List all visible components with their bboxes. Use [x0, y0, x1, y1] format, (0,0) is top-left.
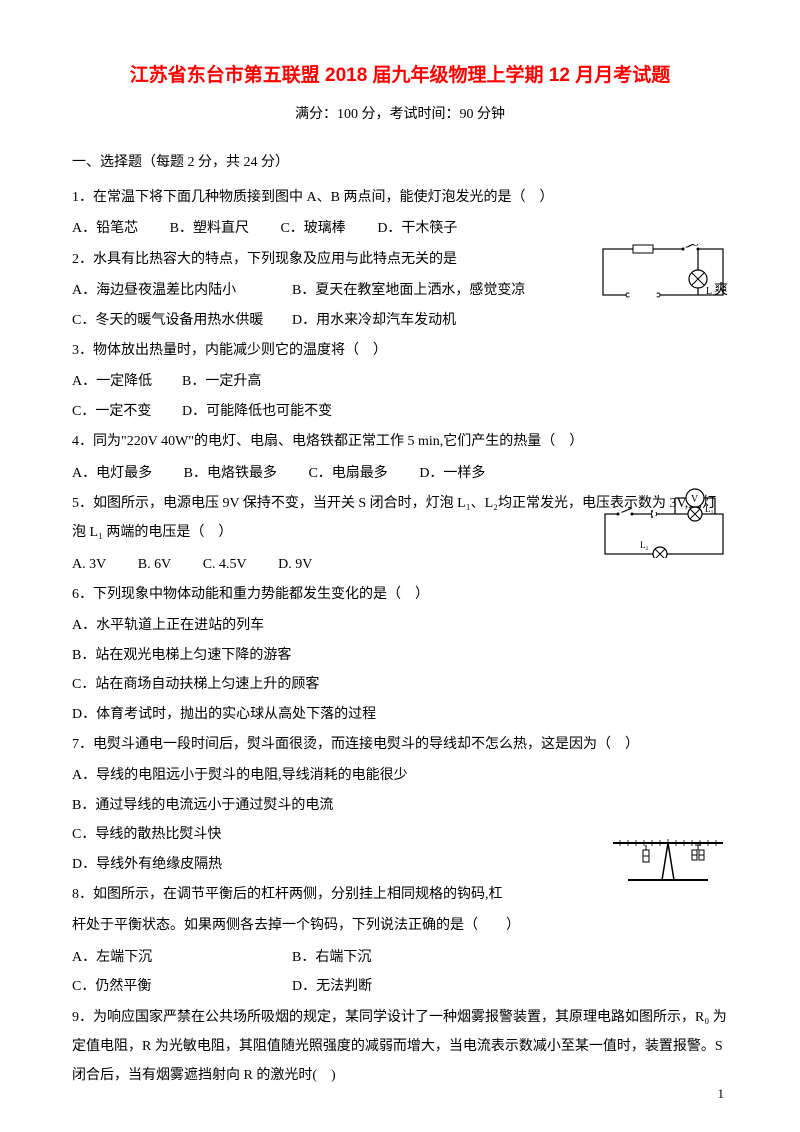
exam-subtitle: 满分：100 分，考试时间：90 分钟 [72, 103, 728, 123]
q5-a: A. 3V [72, 550, 106, 579]
q4-text: 4．同为"220V 40W"的电灯、电扇、电烙铁都正常工作 5 min,它们产生… [72, 427, 728, 456]
q4-c: C．电扇最多 [308, 459, 387, 488]
q1-a: A．铅笔芯 [72, 214, 138, 243]
q3-a: A．一定降低 [72, 367, 182, 396]
q9-text: 9．为响应国家严禁在公共场所吸烟的规定，某同学设计了一种烟雾报警装置，其原理电路… [72, 1003, 728, 1091]
q1-d: D．干木筷子 [377, 214, 457, 243]
q3-b: B．一定升高 [182, 374, 261, 389]
q4-d: D．一样多 [419, 459, 485, 488]
q3-c: C．一定不变 [72, 397, 182, 426]
q7-b: B．通过导线的电流远小于通过熨斗的电流 [72, 791, 728, 820]
q3-text: 3．物体放出热量时，内能减少则它的温度将（ ） [72, 336, 728, 365]
q8-options: A．左端下沉 B．右端下沉 C．仍然平衡 D．无法判断 [72, 943, 512, 1002]
svg-text:B: B [654, 299, 661, 300]
q2-c: C．冬天的暖气设备用热水供暖 [72, 306, 292, 335]
svg-text:V: V [691, 494, 699, 505]
q6-options: A．水平轨道上正在进站的列车 B．站在观光电梯上匀速下降的游客 C．站在商场自动… [72, 611, 728, 729]
q7-a: A．导线的电阻远小于熨斗的电阻,导线消耗的电能很少 [72, 761, 728, 790]
q6-b: B．站在观光电梯上匀速下降的游客 [72, 641, 728, 670]
q3-options: A．一定降低B．一定升高 C．一定不变D．可能降低也可能不变 [72, 367, 728, 426]
q8-b: B．右端下沉 [292, 943, 512, 972]
q8-a: A．左端下沉 [72, 943, 292, 972]
q1-text: 1．在常温下将下面几种物质接到图中 A、B 两点间，能使灯泡发光的是（ ） [72, 183, 728, 212]
q6-d: D．体育考试时，抛出的实心球从高处下落的过程 [72, 700, 728, 729]
svg-text:L₁: L₁ [705, 504, 714, 514]
q4-a: A．电灯最多 [72, 459, 152, 488]
q6-a: A．水平轨道上正在进站的列车 [72, 611, 728, 640]
q1-b: B．塑料直尺 [170, 214, 249, 243]
q8-d: D．无法判断 [292, 972, 512, 1001]
q8-c: C．仍然平衡 [72, 972, 292, 1001]
q3-d: D．可能降低也可能不变 [182, 404, 332, 419]
q5-c: C. 4.5V [203, 550, 247, 579]
q1-options: A．铅笔芯 B．塑料直尺 C．玻璃棒 D．干木筷子 [72, 214, 728, 243]
svg-text:L₂: L₂ [640, 540, 649, 550]
q6-c: C．站在商场自动扶梯上匀速上升的顾客 [72, 670, 728, 699]
q8-text-2: 杆处于平衡状态。如果两侧各去掉一个钩码，下列说法正确的是（ ） [72, 911, 728, 940]
q7-text: 7．电熨斗通电一段时间后，熨斗面很烫，而连接电熨斗的导线却不怎么热，这是因为（ … [72, 730, 728, 759]
svg-text:L: L [706, 286, 712, 297]
lever-diagram-q8 [608, 828, 728, 894]
q2-a: A．海边昼夜温差比内陆小 [72, 276, 292, 305]
q5-b: B. 6V [138, 550, 171, 579]
q1-c: C．玻璃棒 [280, 214, 345, 243]
svg-text:A: A [624, 299, 632, 300]
section-1-header: 一、选择题（每题 2 分，共 24 分） [72, 151, 728, 171]
q4-options: A．电灯最多 B．电烙铁最多 C．电扇最多 D．一样多 [72, 459, 728, 488]
q4-b: B．电烙铁最多 [184, 459, 277, 488]
q6-text: 6．下列现象中物体动能和重力势能都发生变化的是（ ） [72, 580, 728, 609]
q5-d: D. 9V [278, 550, 312, 579]
circuit-diagram-q5: V L₁ L₂ [600, 488, 728, 558]
exam-title: 江苏省东台市第五联盟 2018 届九年级物理上学期 12 月月考试题 [72, 60, 728, 87]
q2-d: D．用水来冷却汽车发动机 [292, 313, 456, 328]
page-number: 1 [718, 1086, 725, 1102]
svg-text:E: E [636, 244, 642, 247]
circuit-diagram-q1: E S L A B [598, 244, 728, 300]
